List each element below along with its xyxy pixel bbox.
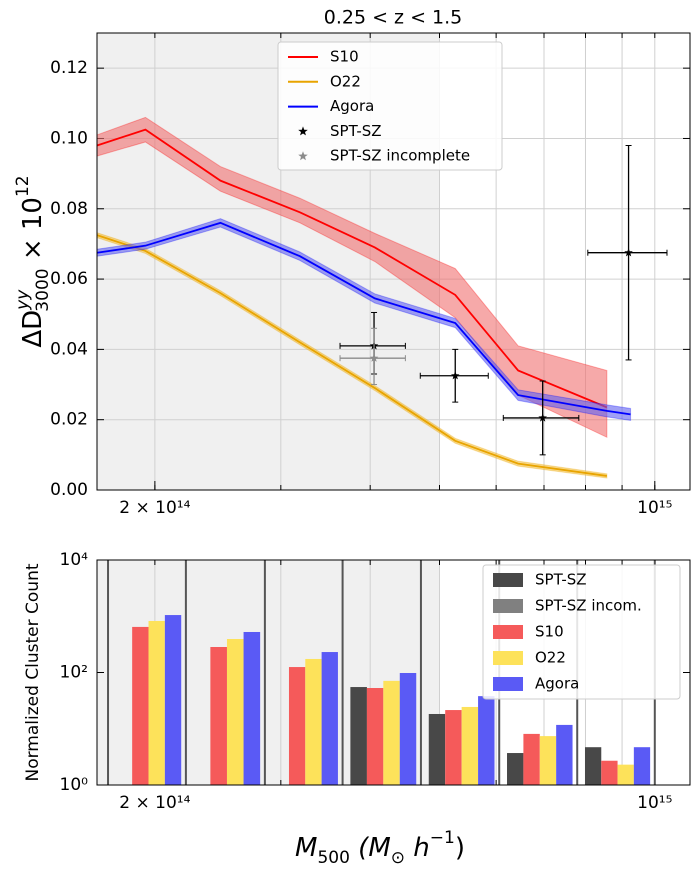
legend-label: Agora xyxy=(535,675,579,693)
legend-label: S10 xyxy=(535,623,564,641)
legend-swatch xyxy=(298,126,308,136)
bar xyxy=(305,658,322,785)
legend-label: O22 xyxy=(330,72,361,90)
bar xyxy=(148,620,165,785)
bar xyxy=(507,753,524,785)
x-axis-label-part: h xyxy=(405,833,430,863)
legend-box xyxy=(277,41,503,171)
y-tick-label: 10² xyxy=(60,663,88,683)
y-axis-label-part: 3000 xyxy=(33,268,53,311)
y-tick-label: 0.00 xyxy=(50,480,88,500)
bar xyxy=(399,672,417,785)
bar xyxy=(461,706,479,785)
bar xyxy=(523,733,540,785)
bar xyxy=(243,631,261,785)
y-tick-label: 0.02 xyxy=(50,410,88,430)
legend-label: SPT-SZ incomplete xyxy=(330,147,470,165)
legend-swatch xyxy=(493,599,523,613)
x-tick-label: 10¹⁵ xyxy=(637,793,672,813)
y-axis-label-part: 12 xyxy=(13,175,33,197)
x-tick-label: 2 × 10¹⁴ xyxy=(119,793,190,813)
bar xyxy=(288,667,306,785)
y-axis-label: ΔDyy3000 × 1012 xyxy=(13,175,53,347)
x-axis-label-part: 500 xyxy=(317,848,349,868)
chart-title: 0.25 < z < 1.5 xyxy=(324,7,463,29)
legend-label: SPT-SZ incom. xyxy=(535,597,642,615)
y-tick-label: 10⁰ xyxy=(60,775,89,795)
bar xyxy=(445,710,462,785)
y-tick-label: 0.06 xyxy=(50,269,88,289)
bar xyxy=(601,760,618,785)
plot-frame xyxy=(96,32,691,491)
x-axis-label-part: M xyxy=(295,833,317,863)
legend-swatch xyxy=(493,651,523,665)
x-axis-label: M500 (M⊙ h−1) xyxy=(295,828,465,868)
legend-swatch xyxy=(493,573,523,587)
bar xyxy=(428,713,446,785)
y-tick-label: 0.10 xyxy=(50,128,88,148)
series-line xyxy=(96,234,607,477)
uncertainty-band xyxy=(96,231,608,479)
legend-swatch xyxy=(298,151,308,161)
y-axis-label-part: ΔD xyxy=(18,310,48,348)
bar xyxy=(539,736,557,785)
series-line xyxy=(96,221,631,416)
bar xyxy=(132,626,149,785)
y-tick-label: 10⁴ xyxy=(60,550,89,570)
bar xyxy=(556,724,573,785)
data-point xyxy=(624,248,633,257)
y-axis-label: Normalized Cluster Count xyxy=(23,563,43,781)
bar xyxy=(350,687,367,785)
bar xyxy=(366,688,384,785)
data-point xyxy=(538,413,547,422)
y-axis-label-part: yy xyxy=(13,289,33,311)
bar xyxy=(584,747,602,785)
legend-label: SPT-SZ xyxy=(330,122,382,140)
bar xyxy=(383,680,400,785)
legend-swatch xyxy=(493,625,523,639)
bar xyxy=(210,647,227,785)
y-tick-label: 0.04 xyxy=(50,339,88,359)
y-axis-label-part: × 10 xyxy=(18,197,48,268)
bar xyxy=(633,747,651,785)
legend-box xyxy=(482,564,681,700)
series-line xyxy=(96,128,608,409)
x-axis-label-part: ⊙ xyxy=(391,848,405,868)
data-point xyxy=(451,371,460,380)
legend-label: Agora xyxy=(330,97,374,115)
y-tick-label: 0.12 xyxy=(50,58,88,78)
bar xyxy=(321,652,338,785)
x-tick-label: 2 × 10¹⁴ xyxy=(119,498,190,518)
x-axis-label-part: (M xyxy=(350,833,391,863)
data-point xyxy=(369,353,379,362)
plot-frame xyxy=(96,559,691,786)
legend-label: SPT-SZ xyxy=(535,571,587,589)
legend-swatch xyxy=(493,677,523,691)
bar xyxy=(226,639,244,785)
x-tick-label: 10¹⁵ xyxy=(637,498,672,518)
legend-label: O22 xyxy=(535,649,566,667)
x-axis-label-part: −1 xyxy=(430,828,455,848)
legend-label: S10 xyxy=(330,48,359,66)
bar xyxy=(478,696,495,785)
bar xyxy=(164,615,182,785)
bar xyxy=(617,764,634,785)
y-tick-label: 0.08 xyxy=(50,199,88,219)
x-axis-label-part: ) xyxy=(455,833,465,863)
